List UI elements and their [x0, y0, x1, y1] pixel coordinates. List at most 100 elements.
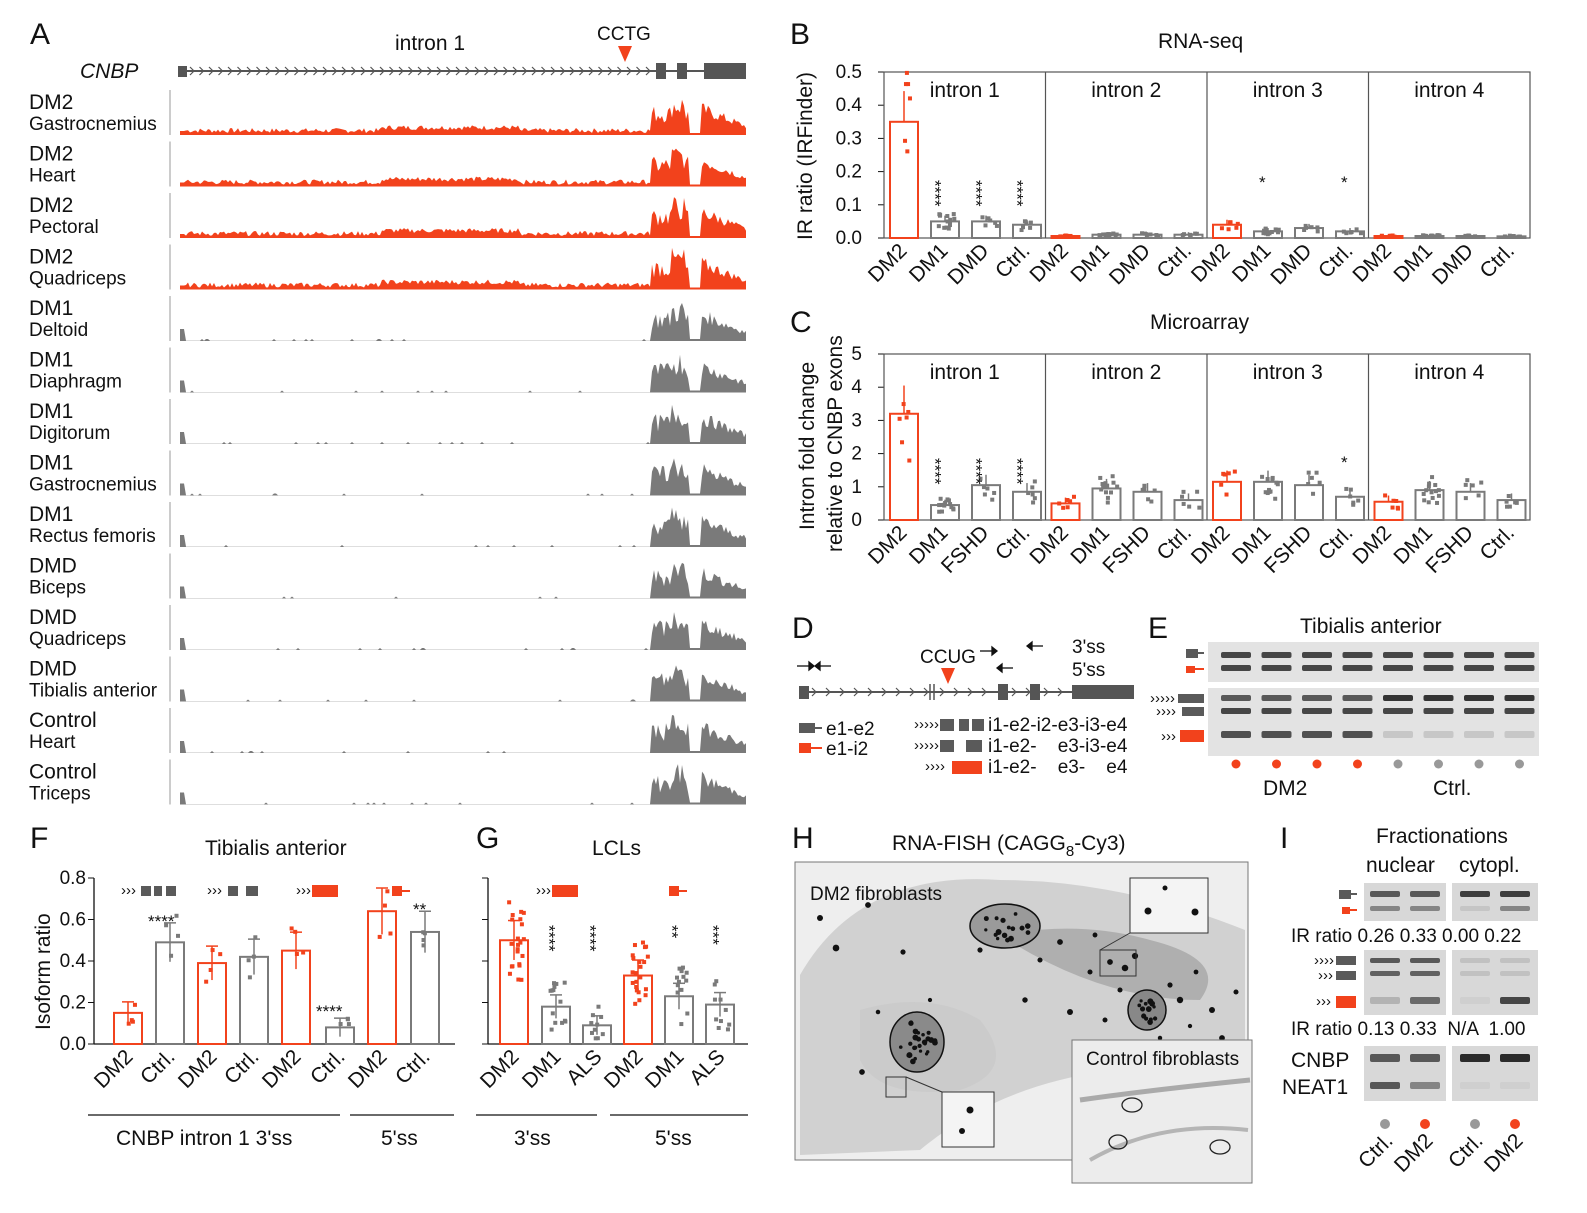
data-point [1426, 500, 1431, 505]
nuclear-focus [1000, 917, 1006, 923]
nuclear-focus [1013, 912, 1018, 916]
data-point [1344, 486, 1349, 491]
data-point [1226, 227, 1231, 232]
data-point [521, 937, 526, 942]
data-point [993, 220, 998, 225]
group-5ss: 5'ss [381, 1127, 418, 1150]
gel-bands [1221, 652, 1535, 738]
x-tick-label: Ctrl. [1354, 1129, 1397, 1172]
data-point [595, 1022, 600, 1027]
data-point [293, 929, 298, 934]
data-point [1194, 231, 1199, 236]
rna-focus [900, 949, 906, 955]
data-point [948, 217, 953, 222]
data-point [517, 963, 522, 968]
data-point [552, 981, 557, 986]
nuclear-focus [910, 1058, 916, 1065]
data-point [897, 416, 902, 421]
svg-text:››››: ›››› [1156, 703, 1176, 720]
gel-band [1504, 665, 1535, 671]
data-point [1219, 226, 1224, 231]
gel-band [1383, 708, 1413, 714]
data-point [289, 926, 294, 931]
gel-band [1370, 891, 1400, 897]
sig-stars: **** [581, 925, 600, 952]
data-point [1101, 232, 1106, 237]
control-fibroblasts-label: Control fibroblasts [1086, 1049, 1239, 1070]
track-tissue-label: Triceps [29, 784, 91, 805]
data-point [675, 990, 680, 995]
rna-focus [1037, 957, 1043, 963]
gel-band [1504, 708, 1535, 714]
zoom-inset-1 [1129, 877, 1209, 934]
sig-stars-2: **** [316, 1002, 343, 1021]
data-point [942, 225, 947, 230]
data-point [169, 953, 174, 958]
x-tick-label: Ctrl. [991, 239, 1034, 282]
data-point [1422, 498, 1427, 503]
data-point [1065, 505, 1070, 510]
data-point [1463, 496, 1468, 501]
ir-ratio-row-1: IR ratio 0.26 0.33 0.00 0.22 [1291, 926, 1521, 947]
x-tick-label: DM2 [1025, 239, 1073, 287]
x-tick-label: DM1 [1389, 239, 1437, 287]
data-point [1188, 233, 1193, 238]
data-point [589, 1030, 594, 1035]
gel-band [1302, 695, 1332, 701]
gel-band [1410, 906, 1440, 911]
data-point [519, 909, 524, 914]
data-point [942, 503, 947, 508]
data-point [945, 219, 950, 224]
nuclear-focus [906, 1053, 911, 1058]
panel-f-stars: **** **** ** [148, 900, 427, 1021]
gel-band [1221, 652, 1251, 658]
data-point [1505, 504, 1510, 509]
svg-text:›››: ››› [1161, 728, 1176, 745]
data-point [684, 970, 689, 975]
data-point [714, 979, 719, 984]
panel-i: I Fractionations nuclear cytopl. ›››› ››… [1280, 822, 1538, 1177]
panel-b-ylabel: IR ratio (IRFinder) [794, 72, 817, 240]
data-point [1423, 233, 1428, 238]
track-group-label: DMD [29, 555, 77, 578]
track-group-label: DM2 [29, 194, 73, 217]
data-point [992, 490, 997, 495]
x-tick-label: DMD [1105, 239, 1155, 289]
lane-dot [1312, 759, 1322, 769]
sig-stars: * [1341, 453, 1348, 472]
x-tick-label: Ctrl. [1153, 521, 1196, 564]
gel-band [1342, 731, 1373, 738]
data-point [1100, 482, 1105, 487]
legend-e1-e2: e1-e2 [826, 719, 875, 740]
data-point [1348, 487, 1353, 492]
data-point [1511, 234, 1516, 239]
gel-band [1261, 731, 1292, 738]
data-point [716, 1025, 721, 1030]
track-group-label: Control [29, 709, 97, 732]
bar [1012, 223, 1042, 240]
data-point [251, 954, 256, 959]
data-point [509, 941, 514, 946]
x-tick-label: Ctrl. [220, 1045, 263, 1088]
track-tissue-label: Tibialis anterior [29, 681, 158, 702]
rna-focus [977, 947, 983, 953]
lane-dot [1231, 759, 1241, 769]
data-point [600, 1032, 605, 1037]
panel-i-markers: ›››› ››› ››› [1314, 890, 1357, 1010]
gel-band [1221, 695, 1251, 701]
gel-band [1423, 665, 1454, 671]
y-tick-label: 0 [851, 510, 862, 531]
x-tick-label: DM2 [258, 1045, 306, 1093]
nuclear-focus [994, 916, 999, 921]
data-point [1433, 483, 1438, 488]
data-point [1115, 484, 1120, 489]
panel-f-bars [113, 887, 440, 1046]
nuclear-focus [921, 1032, 925, 1037]
data-point [1513, 500, 1518, 505]
